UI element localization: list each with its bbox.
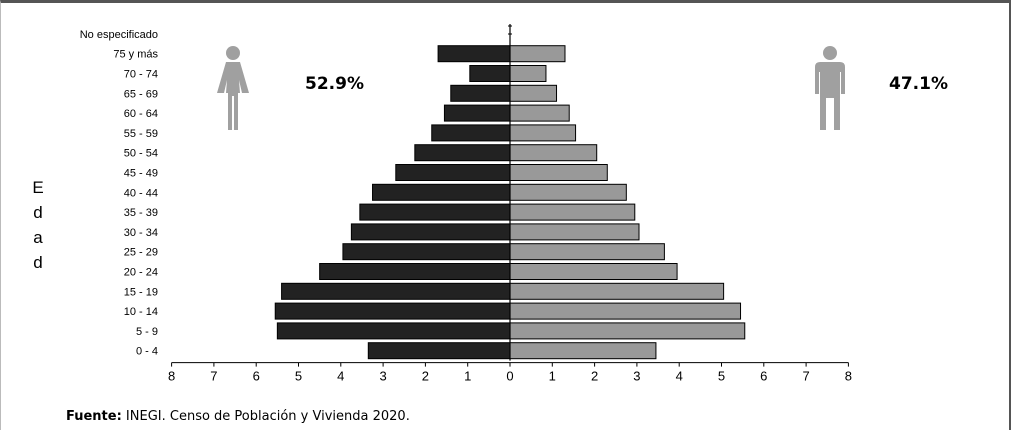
age-label: No especificado [80, 29, 158, 41]
x-tick-label: 4 [337, 369, 344, 384]
age-label: 75 y más [113, 49, 158, 61]
y-label-letter: d [33, 253, 42, 272]
bar-right [509, 183, 627, 201]
x-tick-label: 4 [676, 369, 683, 384]
bar-left [395, 164, 511, 181]
source-label: Fuente: [66, 409, 122, 424]
age-label: 60 - 64 [124, 108, 158, 120]
age-label: 30 - 34 [124, 227, 158, 239]
bar-left [450, 84, 511, 102]
bar-left [274, 302, 511, 320]
bar-left [359, 203, 511, 221]
age-label: 25 - 29 [124, 247, 158, 259]
woman-icon [217, 46, 249, 130]
bar-left [437, 45, 511, 63]
x-tick-label: 2 [422, 369, 429, 384]
source-note: Fuente: INEGI. Censo de Población y Vivi… [66, 409, 410, 424]
bar-left [443, 104, 511, 122]
bar-right [509, 342, 657, 360]
bar-right [509, 282, 725, 300]
x-axis: 8 7 6 5 4 3 2 1 0 1 2 3 4 5 6 7 8 [168, 24, 852, 384]
man-icon [815, 46, 845, 130]
source-text: INEGI. Censo de Población y Vivienda 202… [121, 409, 410, 424]
age-label: 45 - 49 [124, 168, 158, 180]
bar-left [367, 342, 511, 360]
x-tick-label: 6 [760, 369, 767, 384]
bar-right [509, 203, 636, 221]
age-label: 50 - 54 [124, 148, 158, 160]
x-tick-label: 1 [464, 369, 471, 384]
bar-left [414, 144, 511, 162]
bars-layer [274, 45, 746, 360]
age-label: 65 - 69 [124, 88, 158, 100]
x-tick-label: 8 [845, 369, 852, 384]
male-percentage: 47.1% [889, 74, 948, 94]
x-tick-label: 3 [379, 369, 386, 384]
x-tick-label: 3 [633, 369, 640, 384]
x-tick-label: 2 [591, 369, 598, 384]
bar-left [342, 243, 511, 261]
bar-right [509, 243, 665, 261]
female-percentage: 52.9% [305, 74, 364, 94]
bar-right [509, 322, 746, 340]
bar-left [469, 65, 511, 82]
bar-right [509, 164, 608, 181]
bar-left [281, 282, 511, 300]
bar-right [509, 263, 678, 280]
age-label: 20 - 24 [124, 267, 158, 279]
age-label: 10 - 14 [124, 306, 158, 318]
x-tick-label: 7 [802, 369, 809, 384]
age-label: 40 - 44 [124, 187, 158, 199]
x-tick-label: 8 [168, 369, 175, 384]
age-label: 5 - 9 [136, 326, 158, 338]
bar-right [509, 104, 570, 122]
x-tick-label: 5 [295, 369, 302, 384]
age-labels: No especificado 75 y más 70 - 74 65 - 69 60 … [80, 29, 159, 358]
x-tick-label: 1 [549, 369, 556, 384]
age-label: 55 - 59 [124, 128, 158, 140]
y-label-letter: E [32, 178, 43, 197]
bar-left [350, 223, 511, 241]
bar-left [319, 263, 511, 280]
bar-right [509, 65, 547, 82]
age-label: 0 - 4 [136, 346, 158, 358]
bar-left [431, 124, 511, 142]
age-label: 35 - 39 [124, 207, 158, 219]
y-label-letter: d [33, 203, 42, 222]
bar-right [509, 302, 742, 320]
bar-right [509, 84, 558, 102]
bar-left [372, 183, 511, 201]
bar-right [509, 124, 577, 142]
x-tick-label: 0 [506, 369, 513, 384]
bar-right [509, 223, 640, 241]
bar-right [509, 45, 566, 63]
x-tick-label: 5 [718, 369, 725, 384]
x-tick-label: 7 [210, 369, 217, 384]
y-label-letter: a [33, 228, 43, 247]
age-label: 15 - 19 [124, 286, 158, 298]
bar-left [276, 322, 511, 340]
x-tick-label: 6 [253, 369, 260, 384]
bar-right [509, 144, 598, 162]
age-label: 70 - 74 [124, 69, 158, 81]
